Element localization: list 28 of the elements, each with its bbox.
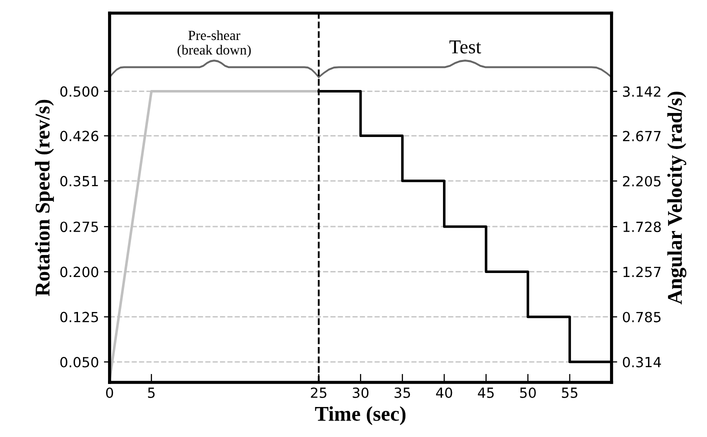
y-tick-label: 0.275 xyxy=(60,222,98,232)
y2-tick-label: 1.257 xyxy=(623,266,661,278)
x-tick-label: 30 xyxy=(352,387,368,398)
y-tick-label: 0.050 xyxy=(60,356,98,368)
annotation: Pre-shear (break down) xyxy=(178,30,251,58)
x-tick-label: 55 xyxy=(562,388,578,398)
y2-tick-label: 0.314 xyxy=(622,356,661,368)
x-tick-label: 45 xyxy=(478,388,494,398)
y2-tick-label: 3.142 xyxy=(623,86,660,97)
annotation: Test xyxy=(449,40,482,54)
y-tick-label: 0.125 xyxy=(60,312,98,322)
y2-tick-label: 2.205 xyxy=(622,176,661,186)
x-tick-label: 35 xyxy=(394,387,410,398)
y-tick-label: 0.426 xyxy=(60,130,98,142)
x-tick-label: 5 xyxy=(148,388,155,398)
y-axis-title: Rotation Speed (rev/s) xyxy=(34,100,54,296)
x-tick-label: 40 xyxy=(436,387,452,398)
y2-tick-label: 2.677 xyxy=(622,130,661,142)
y-tick-label: 0.500 xyxy=(60,86,98,97)
x-tick-label: 25 xyxy=(310,387,326,398)
x-tick-label: 0 xyxy=(106,387,114,398)
x-axis-title: Time (sec) xyxy=(315,406,406,426)
y2-tick-label: 1.728 xyxy=(623,222,661,232)
y-tick-label: 0.351 xyxy=(60,176,98,186)
y2-tick-label: 0.785 xyxy=(622,312,661,322)
x-tick-label: 50 xyxy=(520,387,536,398)
y-tick-label: 0.200 xyxy=(60,266,98,278)
y2-axis-title: Angular Velocity (rad/s) xyxy=(667,92,686,304)
